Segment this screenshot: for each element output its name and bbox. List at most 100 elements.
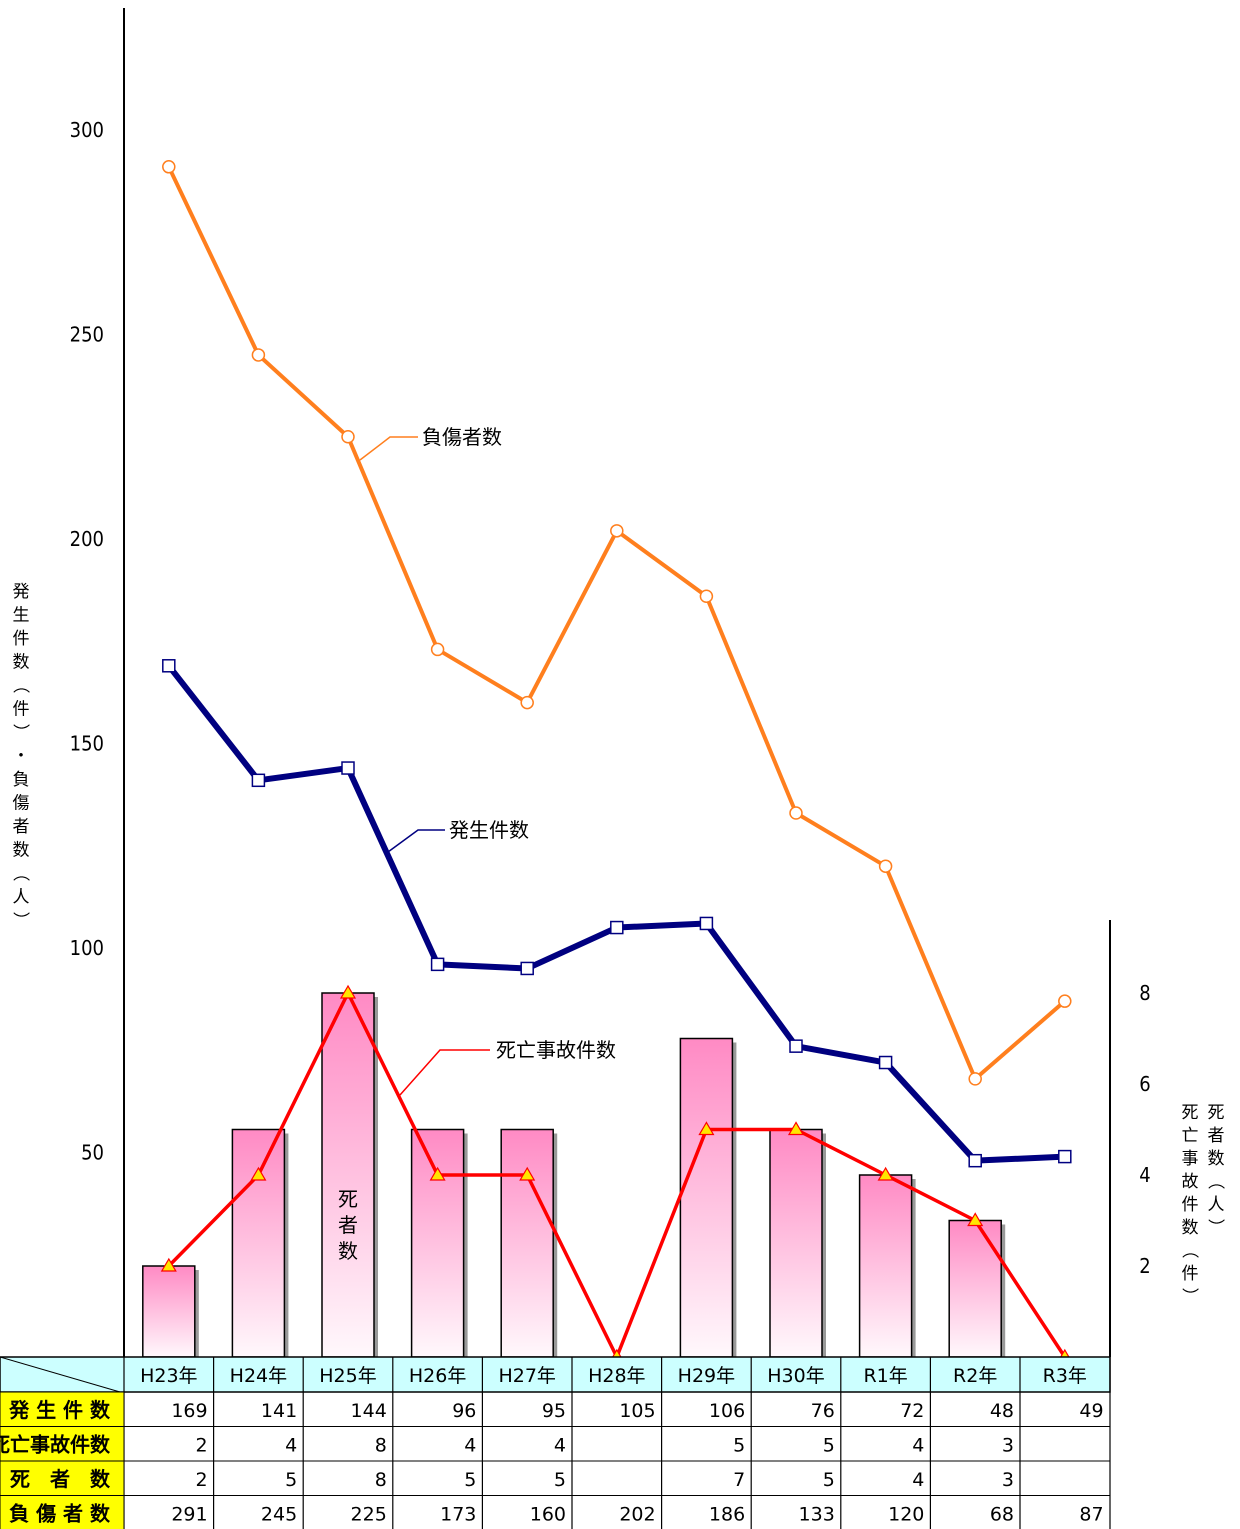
y-axis-title-left: 発生件数（件）・負傷者数（人）: [10, 582, 30, 929]
table-cell: 202: [619, 1504, 655, 1526]
point-marker: [699, 916, 714, 931]
bar-series-label-char: 者: [338, 1213, 358, 1237]
point-marker: [162, 160, 176, 174]
label-incidents: 発生件数: [449, 818, 529, 842]
table-cell: 3: [1002, 1469, 1014, 1491]
y-axis-title-right-fatal-accidents-char: （: [1179, 1242, 1199, 1259]
table-cell: 106: [709, 1400, 745, 1422]
row-label: 負 傷 者 数: [9, 1502, 111, 1526]
y-axis-title-left-char: 発: [13, 582, 30, 602]
point-marker: [430, 642, 445, 657]
y-axis-title-left-char: 人: [13, 888, 30, 908]
point-marker: [519, 1166, 536, 1181]
y-axis-title-left-char: （: [10, 865, 30, 882]
category-label: H28年: [588, 1365, 645, 1387]
y-axis-title-left-char: 件: [13, 700, 30, 720]
table-cell: 72: [900, 1400, 924, 1422]
point-marker: [162, 659, 176, 673]
category-label: H27年: [498, 1365, 555, 1387]
series-line: [166, 165, 1067, 1081]
table-cell: 4: [912, 1469, 924, 1491]
table-cell: 141: [261, 1400, 297, 1422]
row-label-cell: [0, 1495, 125, 1529]
point-marker: [698, 1121, 715, 1136]
left-tick-label: 200: [70, 527, 104, 551]
data-table: H23年 H24年 H25年 H26年 H27年 H28年 H29年 H30年 R1年 R2年 R3…: [0, 1356, 1111, 1529]
table-cell: 7: [733, 1469, 745, 1491]
point-marker: [1058, 994, 1072, 1008]
y-axis-title-right-deaths-char: 者: [1208, 1126, 1225, 1146]
y-axis-title-left-char: 負: [13, 770, 30, 790]
deaths-bar: [321, 992, 375, 1358]
point-marker: [341, 761, 355, 775]
point-marker: [251, 348, 266, 362]
point-marker: [787, 1121, 805, 1136]
category-label: H29年: [678, 1365, 735, 1387]
table-cell: 5: [554, 1469, 566, 1491]
deaths-bar: [679, 1037, 734, 1358]
y-axis-title-right-fatal-accidents-char: 死: [1182, 1103, 1199, 1123]
row-label: 発 生 件 数: [8, 1398, 111, 1422]
y-axis-title-right-deaths-char: ）: [1205, 1219, 1225, 1236]
category-label: H30年: [767, 1365, 824, 1387]
table-cell: 95: [542, 1400, 566, 1422]
series-line: [167, 991, 1067, 1359]
right-tick-label: 2: [1139, 1254, 1150, 1278]
y-axis-title-right-fatal-accidents-char: 件: [1182, 1195, 1199, 1215]
row-label-cell: [0, 1426, 125, 1462]
table-cell: 169: [171, 1400, 207, 1422]
deaths-bar: [769, 1128, 823, 1358]
bar-series-label-char: 死: [338, 1187, 358, 1211]
right-tick-label: 6: [1139, 1072, 1150, 1096]
point-marker: [968, 1153, 982, 1168]
point-marker: [251, 773, 266, 788]
category-label: H26年: [409, 1365, 466, 1387]
row-label: 死亡事故件数: [0, 1433, 111, 1457]
y-axis-title-right-fatal-accidents-char: 件: [1182, 1264, 1199, 1284]
y-axis-title-right-deaths-char: 死: [1208, 1103, 1225, 1123]
table-cell: 48: [990, 1400, 1014, 1422]
left-tick-label: 100: [70, 936, 104, 960]
table-cell: 8: [375, 1469, 387, 1491]
deaths-bar: [142, 1265, 196, 1358]
table-cell: 4: [912, 1435, 924, 1457]
table-cell: 105: [619, 1400, 655, 1422]
table-cell: 2: [196, 1435, 208, 1457]
point-marker: [339, 984, 357, 999]
y-axis-title-left-char: ）: [10, 724, 30, 741]
y-axis-title-left-char: 者: [13, 817, 30, 837]
table-cell: 291: [171, 1504, 207, 1526]
y-axis-title-left-char: 件: [13, 629, 30, 649]
table-cell: 160: [530, 1504, 566, 1526]
table-cell: 68: [990, 1504, 1014, 1526]
deaths-bar: [231, 1128, 286, 1358]
deaths-bar: [410, 1128, 465, 1358]
y-axis-title-right-fatal-accidents-char: 事: [1182, 1149, 1199, 1169]
point-marker: [877, 1166, 894, 1181]
y-axis-title-right-fatal-accidents-char: ）: [1179, 1288, 1199, 1305]
point-marker: [789, 806, 803, 820]
point-marker: [430, 957, 445, 972]
row-label-cell: [0, 1391, 125, 1427]
y-axis-title-left-char: 傷: [13, 794, 30, 814]
left-tick-label: 50: [81, 1141, 104, 1165]
y-axis-title-left-char: ・: [13, 747, 30, 767]
table-cell: 5: [285, 1469, 297, 1491]
point-marker: [878, 859, 893, 873]
table-cell: 5: [733, 1435, 745, 1457]
table-header-row: [0, 1356, 1111, 1393]
category-label: R2年: [953, 1365, 997, 1387]
right-tick-label: 8: [1139, 981, 1150, 1005]
deaths-bar: [948, 1219, 1002, 1358]
table-cell: 2: [196, 1469, 208, 1491]
right-tick-label: 4: [1139, 1163, 1150, 1187]
table-cell: 245: [261, 1504, 297, 1526]
callout-line-incidents: [387, 829, 445, 853]
table-cell: 96: [452, 1400, 476, 1422]
point-marker: [429, 1166, 446, 1181]
y-axis-title-right-deaths: 死者数 （ 人 ）: [1205, 1103, 1225, 1236]
y-axis-title-right-deaths-char: 数: [1208, 1149, 1225, 1169]
table-cell: 49: [1079, 1400, 1103, 1422]
y-axis-title-left-char: 数: [13, 841, 30, 861]
